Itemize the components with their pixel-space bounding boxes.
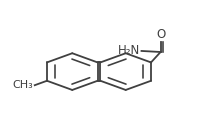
- Text: CH₃: CH₃: [13, 80, 33, 90]
- Text: H₂N: H₂N: [118, 44, 140, 57]
- Text: O: O: [156, 28, 165, 41]
